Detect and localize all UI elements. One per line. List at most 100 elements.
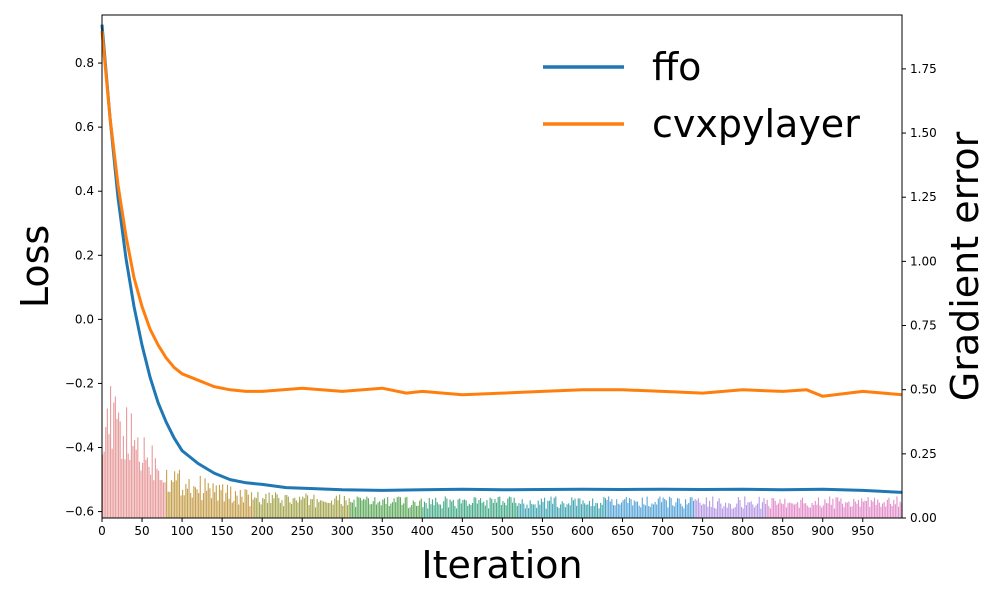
gradient-error-bar xyxy=(686,504,688,518)
gradient-error-bar xyxy=(681,506,683,518)
gradient-error-bar xyxy=(193,486,195,518)
gradient-error-bar xyxy=(504,502,506,518)
gradient-error-bar xyxy=(873,497,876,518)
gradient-error-bar xyxy=(662,497,664,518)
gradient-error-bar xyxy=(404,497,406,518)
gradient-error-bar xyxy=(867,497,869,518)
gradient-error-bar xyxy=(135,449,137,518)
gradient-error-bar xyxy=(273,498,275,518)
gradient-error-bar xyxy=(566,504,568,518)
gradient-error-bar xyxy=(231,502,233,518)
gradient-error-bar xyxy=(726,507,728,518)
gradient-error-bar xyxy=(463,499,466,518)
gradient-error-bar xyxy=(226,484,229,518)
gradient-error-bar xyxy=(430,504,432,518)
gradient-error-bar xyxy=(419,500,421,518)
x-tick-label: 800 xyxy=(731,524,754,538)
gradient-error-bar xyxy=(124,459,126,518)
gradient-error-bar xyxy=(676,498,679,518)
gradient-error-bar xyxy=(536,507,538,518)
gradient-error-bar xyxy=(462,500,464,518)
gradient-error-bar xyxy=(678,498,680,518)
gradient-error-bar xyxy=(353,499,355,518)
y-axis-label: Loss xyxy=(13,225,57,308)
gradient-error-bar xyxy=(318,502,320,518)
gradient-error-bar xyxy=(580,504,582,518)
gradient-error-bar xyxy=(838,501,840,518)
gradient-error-bar xyxy=(246,489,248,518)
gradient-error-bar xyxy=(180,495,182,518)
gradient-error-bar xyxy=(387,497,389,518)
gradient-error-bar xyxy=(598,508,600,518)
gradient-error-bar xyxy=(255,498,257,518)
series-line-ffo xyxy=(100,24,903,494)
gradient-error-bar xyxy=(457,499,459,518)
gradient-error-bar xyxy=(829,496,831,518)
y-tick-label: 0.0 xyxy=(75,312,94,326)
gradient-error-bar xyxy=(545,508,547,518)
gradient-error-bar xyxy=(425,503,427,518)
gradient-error-bar xyxy=(363,498,365,518)
gradient-error-bar xyxy=(833,508,836,518)
gradient-error-bar xyxy=(454,505,456,518)
gradient-error-bar xyxy=(441,508,443,518)
gradient-error-bar xyxy=(710,506,712,518)
gradient-error-bar xyxy=(813,505,815,518)
gradient-error-bar xyxy=(182,489,184,518)
gradient-error-bar xyxy=(723,506,725,518)
gradient-error-bar xyxy=(215,485,217,518)
y2-tick-label: 0.50 xyxy=(910,383,937,397)
gradient-error-bar xyxy=(217,500,219,518)
gradient-error-bar xyxy=(652,504,655,518)
gradient-error-bar xyxy=(447,507,450,518)
gradient-error-bar xyxy=(508,496,510,518)
gradient-error-bar xyxy=(709,500,711,518)
gradient-error-bar xyxy=(380,505,382,518)
gradient-error-bar xyxy=(444,496,446,518)
gradient-error-bar xyxy=(664,499,666,518)
y-tick-label: −0.2 xyxy=(65,376,94,390)
gradient-error-bar xyxy=(140,470,142,518)
gradient-error-bar xyxy=(127,453,129,518)
gradient-error-bar xyxy=(809,507,812,518)
gradient-error-bar xyxy=(170,480,172,518)
gradient-error-bar xyxy=(439,504,442,518)
y2-tick-label: 0.25 xyxy=(910,447,937,461)
gradient-error-bar xyxy=(311,499,313,518)
gradient-error-bar xyxy=(148,466,150,518)
gradient-error-bar xyxy=(609,501,611,518)
gradient-error-bar xyxy=(390,503,392,518)
gradient-error-bar xyxy=(427,508,429,518)
gradient-error-bar xyxy=(841,503,844,518)
gradient-error-bar xyxy=(614,505,616,518)
gradient-error-bar xyxy=(369,504,371,518)
gradient-error-bar xyxy=(156,468,158,518)
gradient-error-bar xyxy=(737,497,739,518)
gradient-error-bar xyxy=(728,503,730,518)
gradient-error-bar xyxy=(111,448,113,518)
gradient-error-bar xyxy=(126,407,128,518)
x-tick-label: 550 xyxy=(531,524,554,538)
gradient-error-bar xyxy=(889,503,892,518)
gradient-error-bar xyxy=(785,507,787,518)
gradient-error-bar xyxy=(281,500,283,518)
gradient-error-bar xyxy=(395,502,397,518)
gradient-error-bar xyxy=(537,500,539,518)
gradient-error-bar xyxy=(459,498,461,518)
gradient-error-bar xyxy=(853,498,855,518)
gradient-error-bar xyxy=(547,500,549,518)
gradient-error-bar xyxy=(899,501,901,518)
x-axis-label: Iteration xyxy=(421,543,582,587)
gradient-error-bar xyxy=(406,496,408,518)
gradient-error-bar xyxy=(840,498,842,518)
gradient-error-bar xyxy=(337,500,339,518)
gradient-error-bar xyxy=(510,497,512,518)
gradient-error-bar xyxy=(446,498,448,518)
gradient-error-bar xyxy=(130,413,132,518)
gradient-error-bar xyxy=(606,499,608,518)
gradient-error-bar xyxy=(733,508,735,518)
gradient-error-bar xyxy=(158,470,160,518)
gradient-error-bar xyxy=(177,473,179,518)
x-tick-label: 900 xyxy=(811,524,834,538)
gradient-error-bar xyxy=(635,501,637,518)
